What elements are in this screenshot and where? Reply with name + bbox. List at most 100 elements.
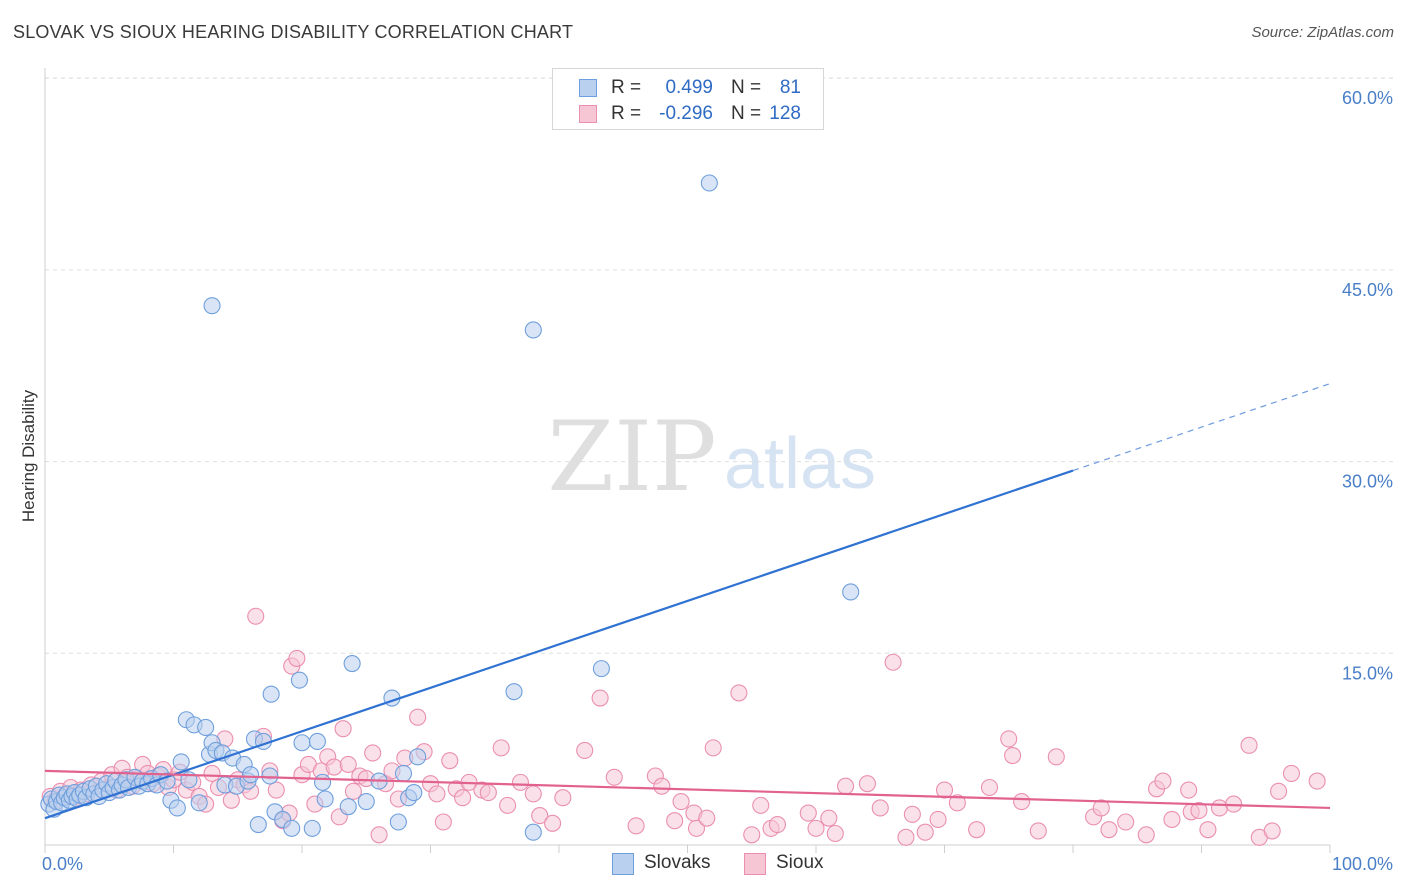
- slovak-point: [308, 732, 326, 751]
- bottom-legend-label-slovaks: Slovaks: [644, 852, 711, 873]
- slovak-point: [314, 773, 332, 791]
- slovak-point: [524, 321, 542, 339]
- sioux-point: [935, 781, 954, 799]
- correlation-legend: R = 0.499 N = 81 R = -0.296 N = 128: [552, 68, 824, 130]
- sioux-point: [903, 805, 921, 823]
- legend-r-value: -0.296: [659, 103, 713, 124]
- slovak-point: [261, 767, 279, 785]
- sioux-point: [554, 789, 572, 807]
- y-tick-label: 60.0%: [1342, 88, 1393, 108]
- slovak-point: [290, 671, 308, 689]
- sioux-point: [591, 689, 609, 707]
- slovak-point: [405, 784, 423, 802]
- sioux-point: [1270, 782, 1288, 800]
- slovak-point: [190, 794, 208, 812]
- sioux-point: [441, 752, 459, 770]
- sioux-point: [948, 794, 966, 812]
- sioux-point: [1199, 821, 1217, 839]
- sioux-point: [858, 775, 876, 793]
- sioux-point: [672, 792, 690, 811]
- sioux-point: [524, 785, 542, 803]
- sioux-point: [752, 796, 770, 814]
- slovak-point: [389, 813, 407, 831]
- watermark-zip: ZIP: [547, 401, 716, 513]
- bottom-legend-label-sioux: Sioux: [776, 852, 824, 873]
- sioux-point: [325, 758, 343, 776]
- sioux-point: [799, 804, 817, 822]
- slovak-point: [357, 792, 375, 811]
- sioux-point: [1210, 799, 1229, 817]
- sioux-point: [1047, 748, 1065, 766]
- legend-n-value: 128: [769, 103, 801, 124]
- sioux-point: [826, 824, 844, 843]
- sioux-point: [837, 777, 855, 795]
- legend-swatch-slovaks: [579, 79, 597, 97]
- slovak-point: [409, 748, 427, 766]
- legend-n-label: N =: [731, 103, 762, 124]
- slovak-point: [339, 798, 357, 816]
- slovak-point: [592, 660, 610, 678]
- legend-n-value: 81: [779, 77, 801, 98]
- slovak-point: [168, 799, 186, 817]
- y-axis-title: Hearing Disability: [19, 389, 38, 522]
- y-tick-label: 45.0%: [1342, 280, 1393, 300]
- slovak-point: [394, 764, 413, 782]
- sioux-point: [544, 814, 562, 832]
- sioux-trend-line: [44, 769, 1331, 810]
- sioux-point: [1263, 822, 1281, 840]
- sioux-point: [370, 826, 388, 844]
- sioux-point: [288, 649, 306, 667]
- sioux-point: [428, 785, 446, 803]
- sioux-point: [916, 823, 934, 841]
- sioux-point: [1180, 781, 1198, 799]
- slovak-point: [293, 734, 311, 752]
- slovak-point: [249, 816, 267, 834]
- sioux-point: [1100, 821, 1118, 839]
- bottom-legend-swatch-sioux: [744, 853, 766, 875]
- tick-labels: 15.0% 30.0% 45.0% 60.0% 0.0% 100.0%: [42, 88, 1393, 874]
- legend-r-value: 0.499: [665, 77, 713, 98]
- sioux-point: [364, 744, 382, 762]
- sioux-point: [511, 773, 530, 791]
- y-tick-label: 15.0%: [1342, 663, 1393, 683]
- sioux-point: [434, 813, 452, 831]
- sioux-point: [1000, 730, 1018, 748]
- slovak-point: [262, 685, 280, 703]
- sioux-point: [698, 809, 716, 827]
- sioux-point: [454, 789, 472, 807]
- sioux-point: [1117, 813, 1135, 831]
- sioux-point: [1282, 764, 1300, 782]
- gridlines: [45, 77, 1393, 654]
- slovak-point: [842, 583, 860, 601]
- sioux-point: [980, 778, 999, 797]
- sioux-point: [871, 799, 889, 817]
- sioux-point: [492, 739, 510, 757]
- sioux-point: [768, 816, 787, 834]
- sioux-point: [247, 607, 265, 625]
- x-tick-label: 100.0%: [1332, 854, 1393, 874]
- sioux-point: [687, 819, 706, 837]
- slovak-point: [524, 823, 542, 841]
- legend-swatch-sioux: [579, 105, 597, 123]
- bottom-legend-swatch-slovaks: [612, 853, 634, 875]
- slovaks-trend-extension: [1072, 383, 1331, 472]
- sioux-point: [627, 817, 645, 835]
- sioux-point: [1240, 736, 1258, 754]
- legend-row-sioux: R = -0.296 N = 128: [553, 101, 823, 129]
- slovak-point: [303, 819, 321, 837]
- sioux-point: [334, 720, 352, 738]
- axes: [44, 68, 1331, 853]
- sioux-point: [653, 777, 671, 795]
- sioux-point: [203, 764, 221, 782]
- sioux-point: [531, 807, 549, 825]
- slovak-point: [283, 819, 301, 837]
- sioux-point: [267, 781, 285, 799]
- slovak-point: [172, 753, 190, 771]
- sioux-point: [968, 821, 986, 839]
- sioux-point: [344, 782, 362, 800]
- sioux-point: [1029, 822, 1047, 840]
- slovak-point: [343, 654, 361, 673]
- sioux-point: [1308, 772, 1326, 790]
- sioux-point: [499, 796, 517, 814]
